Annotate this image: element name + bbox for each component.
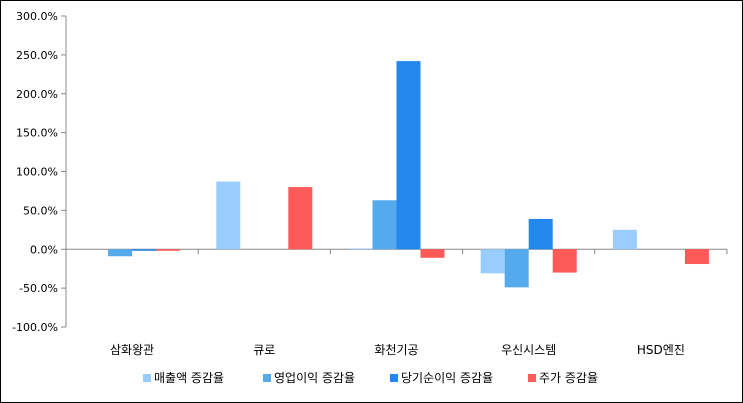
bar <box>348 248 373 250</box>
bar <box>420 249 445 258</box>
x-tick-label: HSD엔진 <box>637 343 685 357</box>
y-axis: -100.0% -50.0% 0.0% 50.0% 100.0% 150.0% 200.0%… <box>12 10 67 334</box>
bars <box>108 61 709 288</box>
bar <box>684 249 709 265</box>
legend-label: 당기순이익 증감율 <box>401 371 493 385</box>
x-axis: 삼화왕관 큐로 화천기공 우신시스템 HSD엔진 <box>65 248 728 357</box>
bar <box>372 200 397 250</box>
y-tick-label: 200.0% <box>16 88 58 101</box>
bar <box>504 249 529 288</box>
y-tick-label: -50.0% <box>19 282 58 295</box>
y-tick-label: 250.0% <box>16 49 58 62</box>
legend-swatch <box>263 374 271 382</box>
y-tick-label: -100.0% <box>12 321 58 334</box>
y-tick-label: 50.0% <box>23 204 58 217</box>
legend-swatch <box>528 374 536 382</box>
x-tick-label: 화천기공 <box>374 342 418 357</box>
x-tick-label: 삼화왕관 <box>110 343 154 357</box>
y-tick-label: 0.0% <box>30 243 58 256</box>
bar <box>132 249 157 251</box>
x-tick-label: 큐로 <box>253 343 275 357</box>
legend-label: 매출액 증감율 <box>154 371 224 385</box>
bar <box>480 249 505 274</box>
y-tick-label: 150.0% <box>16 127 58 140</box>
bar <box>396 61 421 250</box>
y-tick-label: 100.0% <box>16 166 58 179</box>
legend-swatch <box>143 374 151 382</box>
y-tick-label: 300.0% <box>16 10 58 23</box>
legend-label: 영업이익 증감율 <box>274 371 355 385</box>
bar <box>552 249 577 273</box>
legend-label: 주가 증감율 <box>539 371 598 385</box>
legend-swatch <box>390 374 398 382</box>
bar <box>612 229 637 250</box>
bar <box>108 249 133 257</box>
bar <box>156 249 181 251</box>
bar <box>216 181 241 250</box>
legend: 매출액 증감율 영업이익 증감율 당기순이익 증감율 주가 증감율 <box>143 371 598 385</box>
bar <box>528 218 553 250</box>
bar <box>288 187 313 250</box>
x-tick-label: 우신시스템 <box>501 343 556 357</box>
